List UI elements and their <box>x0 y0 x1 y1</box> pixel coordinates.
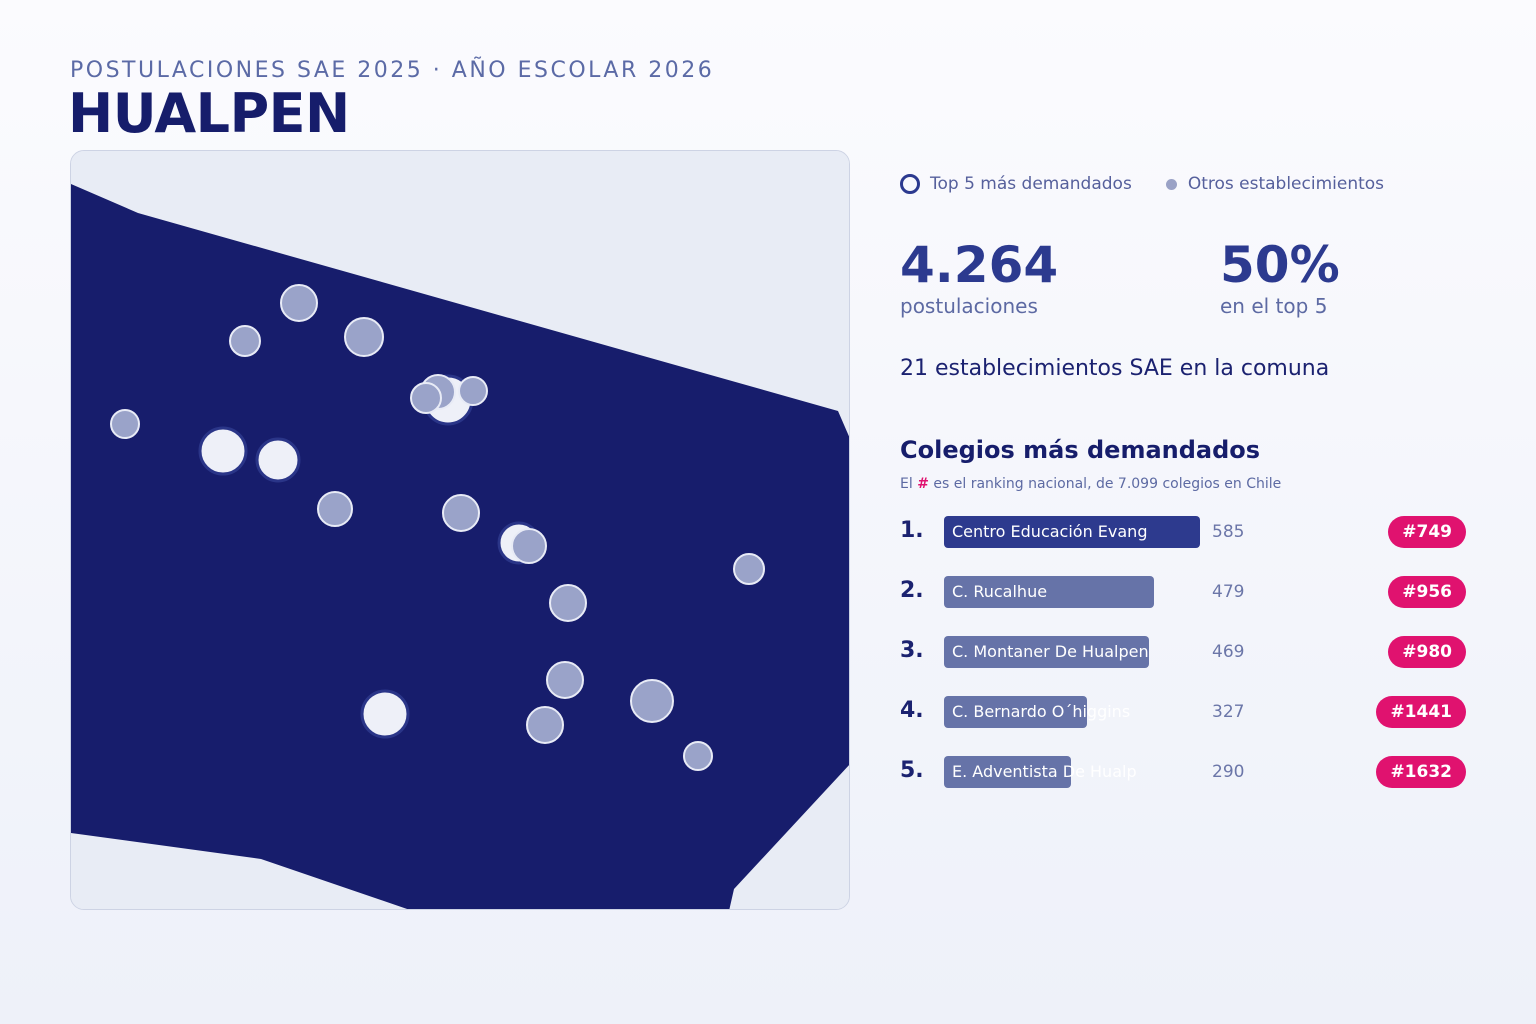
school-marker[interactable] <box>410 382 442 414</box>
school-marker-top5[interactable] <box>255 437 301 483</box>
school-marker[interactable] <box>458 376 488 406</box>
national-rank-badge: #980 <box>1388 636 1466 668</box>
applications-count: 327 <box>1212 702 1245 722</box>
school-name: C. Rucalhue <box>952 582 1048 601</box>
top5-ring-icon <box>900 174 920 194</box>
ranking-title: Colegios más demandados <box>900 436 1261 464</box>
ranking-row[interactable]: 4. C. Bernardo O´higgins 327 #1441 <box>900 696 1466 730</box>
ranking-row[interactable]: 3. C. Montaner De Hualpen 469 #980 <box>900 636 1466 670</box>
school-marker[interactable] <box>229 325 261 357</box>
school-marker-top5[interactable] <box>360 689 410 739</box>
rank-number: 2. <box>900 578 924 603</box>
ranking-note-suffix: es el ranking nacional, de 7.099 colegio… <box>933 476 1282 492</box>
school-marker[interactable] <box>511 528 547 564</box>
school-name: Centro Educación Evang <box>952 522 1148 541</box>
ranking-note-hash: # <box>917 476 929 492</box>
applications-count: 479 <box>1212 582 1245 602</box>
commune-boundary <box>71 184 849 909</box>
national-rank-badge: #1441 <box>1376 696 1466 728</box>
page-title: HUALPEN <box>68 82 350 145</box>
legend-top5-label: Top 5 más demandados <box>930 174 1132 194</box>
commune-map[interactable] <box>70 150 850 910</box>
school-markers <box>110 284 765 771</box>
demand-bar: C. Rucalhue <box>944 576 1154 608</box>
school-marker[interactable] <box>110 409 140 439</box>
demand-bar: C. Montaner De Hualpen <box>944 636 1149 668</box>
national-rank-badge: #749 <box>1388 516 1466 548</box>
map-legend: Top 5 más demandados Otros establecimien… <box>900 174 1384 194</box>
applications-label: postulaciones <box>900 294 1038 318</box>
national-rank-badge: #956 <box>1388 576 1466 608</box>
rank-number: 3. <box>900 638 924 663</box>
top5-share-label: en el top 5 <box>1220 294 1328 318</box>
school-marker[interactable] <box>546 661 584 699</box>
others-dot-icon <box>1165 178 1177 190</box>
legend-others-label: Otros establecimientos <box>1187 174 1385 194</box>
applications-count: 585 <box>1212 522 1245 542</box>
rank-number: 5. <box>900 758 924 783</box>
school-marker[interactable] <box>733 553 765 585</box>
school-marker[interactable] <box>630 679 674 723</box>
applications-stat: 4.264 postulaciones <box>900 238 1058 318</box>
demand-bar: E. Adventista De Hualp <box>944 756 1137 788</box>
ranking-note-prefix: El <box>900 476 913 492</box>
school-marker[interactable] <box>683 741 713 771</box>
school-marker-top5[interactable] <box>198 426 248 476</box>
school-marker[interactable] <box>317 491 353 527</box>
applications-count: 469 <box>1212 642 1245 662</box>
applications-count: 290 <box>1212 762 1245 782</box>
top5-share-value: 50% <box>1220 236 1340 294</box>
ranking-row[interactable]: 2. C. Rucalhue 479 #956 <box>900 576 1466 610</box>
ranking-row[interactable]: 5. E. Adventista De Hualp 290 #1632 <box>900 756 1466 790</box>
ranking-row[interactable]: 1. Centro Educación Evang 585 #749 <box>900 516 1466 550</box>
school-name: C. Montaner De Hualpen <box>952 642 1149 661</box>
national-rank-badge: #1632 <box>1376 756 1466 788</box>
school-marker[interactable] <box>280 284 318 322</box>
rank-number: 1. <box>900 518 924 543</box>
rank-number: 4. <box>900 698 924 723</box>
school-name: E. Adventista De Hualp <box>952 762 1137 781</box>
page-subtitle: POSTULACIONES SAE 2025 · AÑO ESCOLAR 202… <box>70 58 715 83</box>
top5-share-stat: 50% en el top 5 <box>1220 238 1340 318</box>
demand-bar: Centro Educación Evang <box>944 516 1200 548</box>
school-marker[interactable] <box>344 317 384 357</box>
applications-value: 4.264 <box>900 236 1059 294</box>
schools-count-text: 21 establecimientos SAE en la comuna <box>900 356 1330 381</box>
school-marker[interactable] <box>526 706 564 744</box>
school-marker[interactable] <box>442 494 480 532</box>
demand-bar: C. Bernardo O´higgins <box>944 696 1130 728</box>
school-marker[interactable] <box>549 584 587 622</box>
ranking-note: El # es el ranking nacional, de 7.099 co… <box>900 476 1281 492</box>
school-name: C. Bernardo O´higgins <box>952 702 1131 721</box>
